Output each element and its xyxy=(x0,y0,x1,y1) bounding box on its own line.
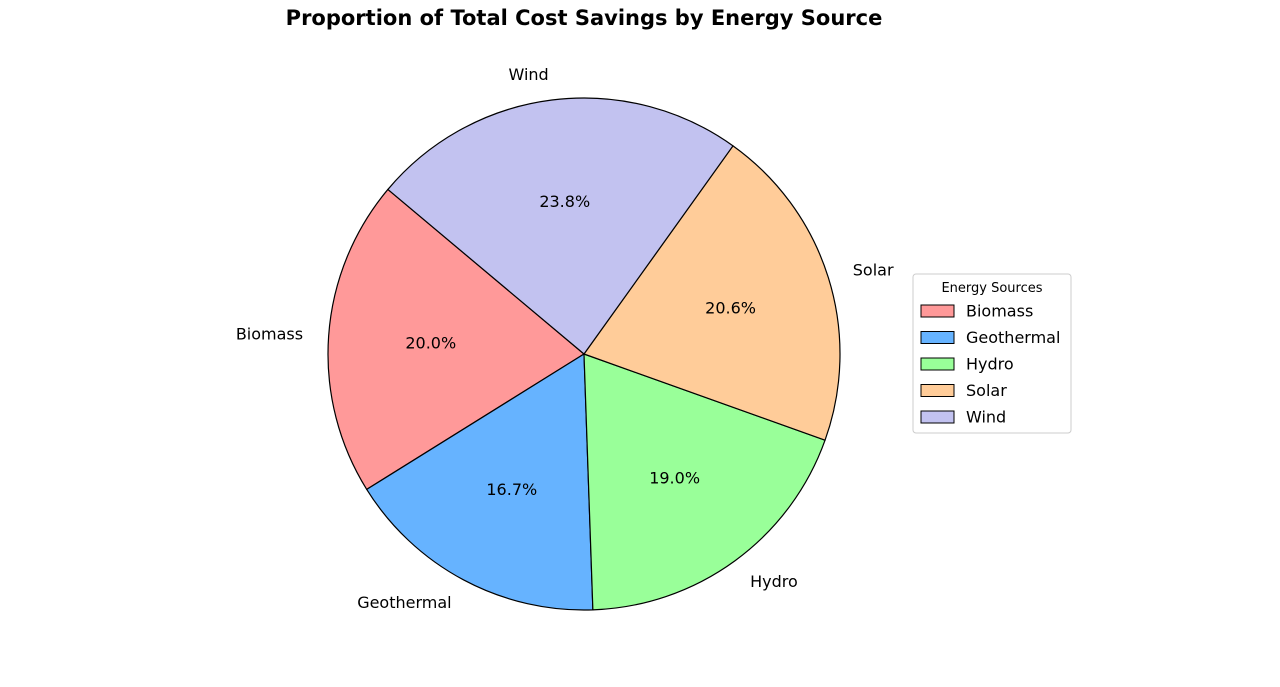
chart-title: Proportion of Total Cost Savings by Ener… xyxy=(286,6,883,30)
legend-label-biomass: Biomass xyxy=(966,302,1033,321)
category-label-biomass: Biomass xyxy=(236,325,303,344)
category-label-solar: Solar xyxy=(853,260,894,279)
category-label-wind: Wind xyxy=(508,65,548,84)
pie-slice-hydro xyxy=(583,353,826,611)
pie-slice-geothermal xyxy=(366,353,594,611)
pie-slices xyxy=(327,97,841,611)
legend-label-wind: Wind xyxy=(966,408,1006,427)
category-label-hydro: Hydro xyxy=(750,572,798,591)
percentage-label-wind: 23.8% xyxy=(539,192,590,211)
percentage-label-geothermal: 16.7% xyxy=(486,480,537,499)
percentage-labels: 20.0% 16.7% 19.0% 20.6% 23.8% xyxy=(405,192,756,499)
pie-slice-solar xyxy=(583,145,841,441)
legend-label-geothermal: Geothermal xyxy=(966,328,1060,347)
legend-label-hydro: Hydro xyxy=(966,355,1014,374)
legend-swatch-solar xyxy=(920,384,955,397)
percentage-label-solar: 20.6% xyxy=(705,299,756,318)
legend-swatch-geothermal xyxy=(920,331,955,344)
pie-slice-biomass xyxy=(327,188,585,490)
legend-swatch-hydro xyxy=(920,357,955,371)
legend-label-solar: Solar xyxy=(966,381,1007,400)
percentage-label-biomass: 20.0% xyxy=(405,334,456,353)
legend-swatch-wind xyxy=(920,410,955,424)
legend-title: Energy Sources xyxy=(941,281,1042,296)
percentage-label-hydro: 19.0% xyxy=(649,469,700,488)
legend: Energy Sources Biomass Geothermal Hydro Sol… xyxy=(912,273,1072,434)
category-labels: Biomass Geothermal Hydro Solar Wind xyxy=(236,65,894,612)
category-label-geothermal: Geothermal xyxy=(357,593,451,612)
legend-swatch-biomass xyxy=(920,304,955,318)
pie-slice-wind xyxy=(387,97,734,355)
legend-items: Biomass Geothermal Hydro Solar Wind xyxy=(920,302,1060,427)
